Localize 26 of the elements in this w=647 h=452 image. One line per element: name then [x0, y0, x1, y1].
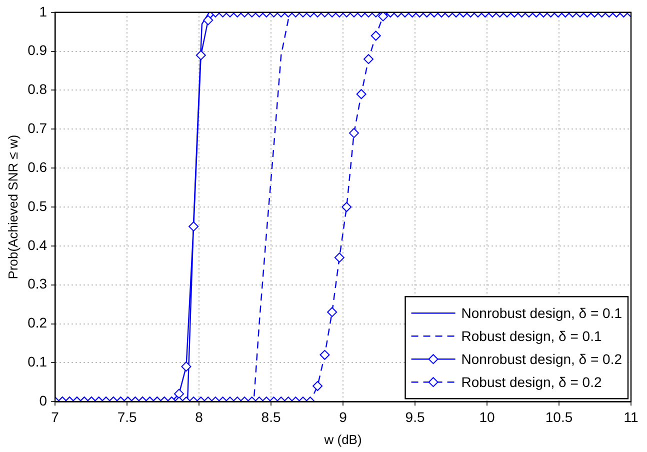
y-tick-label: 0.5 [28, 198, 48, 214]
legend-label: Robust design, δ = 0.2 [461, 374, 602, 390]
x-tick-label: 9 [339, 408, 348, 425]
x-tick-label: 10 [479, 408, 496, 425]
x-tick-label: 7 [51, 408, 60, 425]
y-tick-label: 0.4 [28, 236, 48, 253]
y-tick-label: 0.2 [28, 314, 48, 331]
y-tick-label: 0.3 [28, 276, 48, 292]
y-tick-label: 0.9 [28, 42, 48, 58]
legend-label: Nonrobust design, δ = 0.2 [461, 350, 622, 367]
y-tick-label: 0.8 [28, 81, 48, 98]
legend-label: Nonrobust design, δ = 0.1 [461, 304, 622, 321]
y-tick-label: 0.6 [28, 158, 48, 175]
x-tick-label: 9.5 [405, 408, 425, 425]
legend-label: Robust design, δ = 0.1 [461, 328, 602, 344]
x-tick-label: 10.5 [545, 408, 573, 425]
x-tick-label: 7.5 [117, 408, 137, 425]
x-tick-label: 8 [195, 408, 204, 425]
y-axis-title: Prob(Achieved SNR ≤ w) [5, 134, 20, 280]
y-tick-label: 1 [39, 3, 48, 20]
x-tick-label: 8.5 [261, 408, 281, 425]
x-axis-title: w (dB) [323, 432, 362, 447]
y-tick-label: 0 [39, 392, 48, 408]
y-tick-label: 0.7 [28, 120, 48, 136]
x-tick-label: 11 [624, 408, 638, 425]
y-tick-label: 0.1 [28, 354, 48, 370]
